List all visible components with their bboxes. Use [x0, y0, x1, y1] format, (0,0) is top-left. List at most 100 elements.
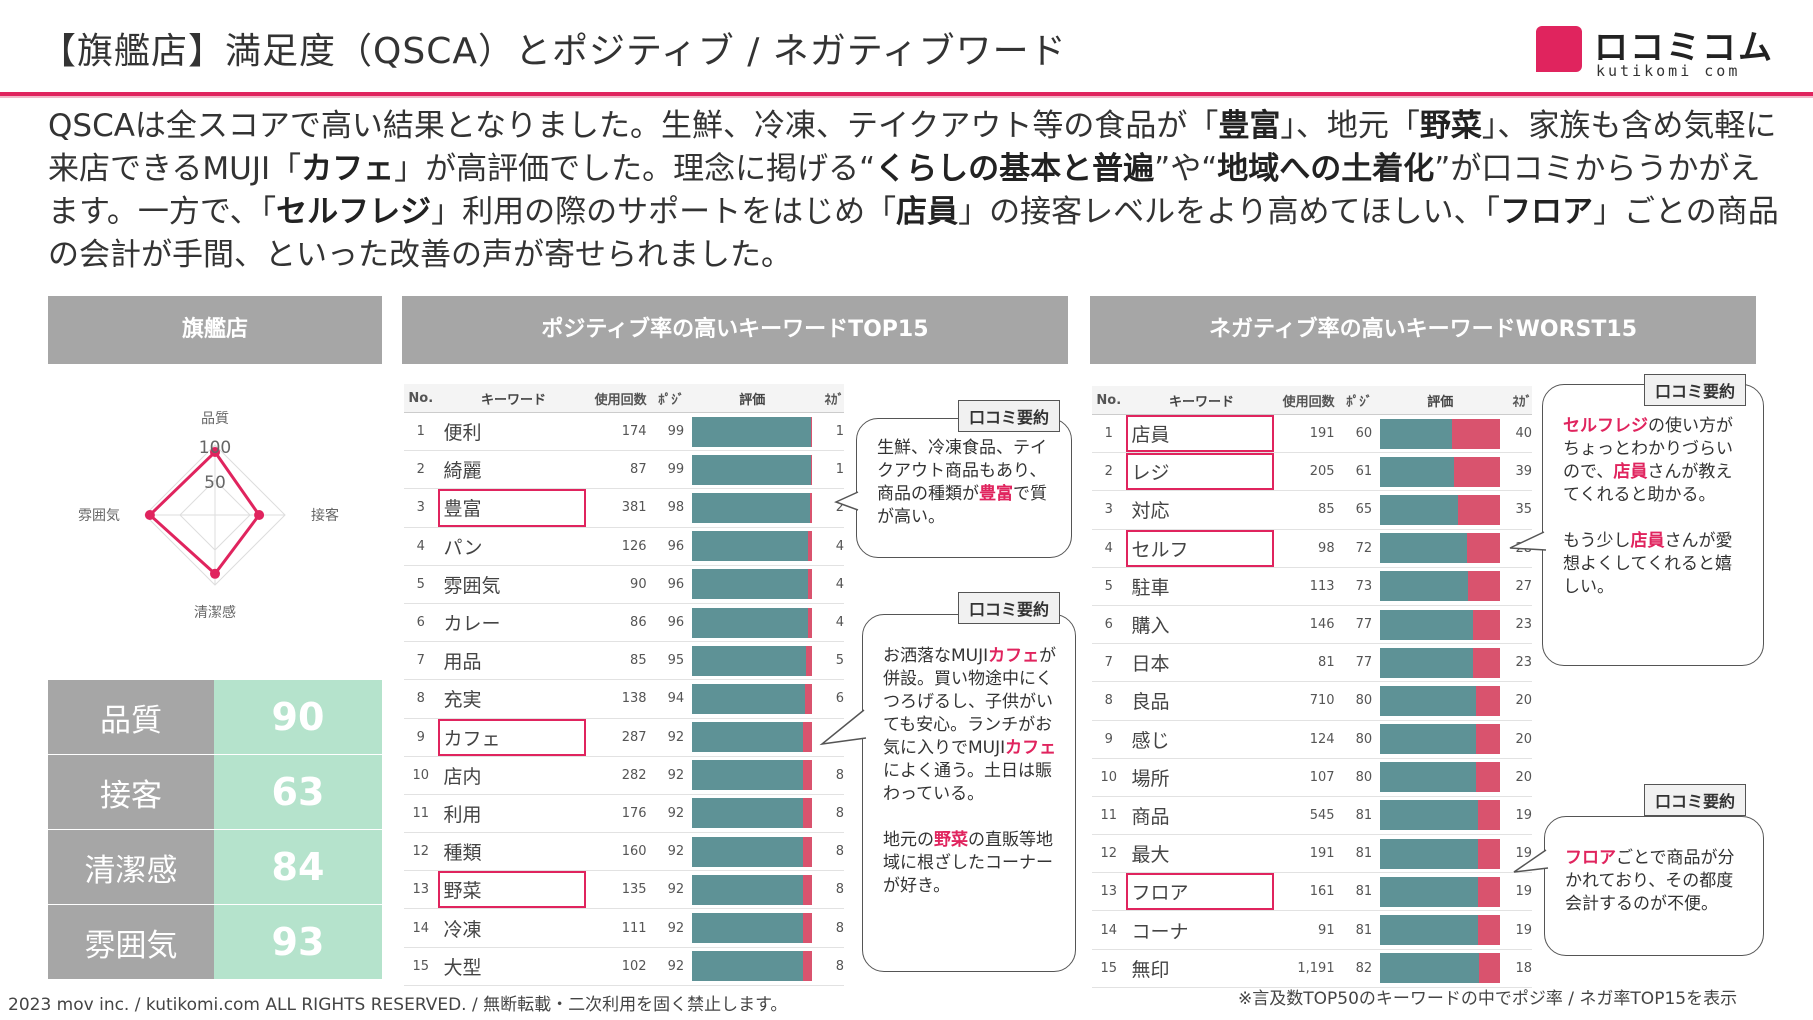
rating-bar-negative [1472, 647, 1501, 678]
negative-rate-cell: 18 [1515, 960, 1533, 976]
bubble-keyword: 豊富 [979, 484, 1013, 504]
summary-run: 」ごとの商品の会計が手間、といった改善の声が寄せられました。 [48, 194, 1779, 273]
rating-bar [1380, 838, 1501, 869]
title-divider-light [0, 96, 1813, 98]
row-number: 12 [1100, 846, 1118, 862]
rating-bar-negative [1472, 609, 1501, 640]
bubble-text: さんが教えてくれると助かる。 [1563, 462, 1733, 505]
review-summary-tag-3: 口コミ要約 [1644, 374, 1747, 406]
logo-name: ロコミコム [1594, 28, 1774, 68]
row-number: 4 [416, 538, 425, 554]
summary-text: QSCAは全スコアで高い結果となりました。生鮮、冷凍、テイクアウト等の食品が「豊… [48, 105, 1788, 277]
row-number: 9 [416, 729, 425, 745]
summary-run: 」、地元「 [1280, 108, 1420, 144]
column-header: ﾎﾟｼﾞ [658, 392, 685, 408]
keyword-cell: 最大 [1131, 844, 1170, 867]
rating-bar-positive [1380, 456, 1454, 487]
rating-bar [1380, 800, 1501, 831]
radar-axis-label: 清潔感 [194, 604, 236, 621]
positive-rate-cell: 77 [1355, 655, 1373, 671]
score-row: 品質 90 [48, 680, 382, 755]
summary-run: 」利用の際のサポートをはじめ「 [431, 194, 897, 230]
table-row: 8 良品 710 80 20 [1092, 682, 1532, 721]
rating-bar-negative [802, 951, 813, 982]
rating-bar-positive [1380, 571, 1468, 602]
count-cell: 111 [621, 920, 647, 936]
rating-bar [692, 760, 813, 791]
count-cell: 126 [621, 538, 647, 554]
table-row: 14 冷凍 111 92 8 [404, 909, 844, 948]
rating-bar-negative [807, 607, 813, 638]
positive-rate-cell: 60 [1355, 426, 1373, 442]
brand-logo[interactable]: ロコミコム kutikomi com [1536, 20, 1786, 80]
rating-bar-negative [1476, 685, 1501, 716]
negative-rate-cell: 19 [1515, 807, 1533, 823]
negative-rate-cell: 23 [1515, 655, 1533, 671]
keyword-cell: 豊富 [443, 498, 482, 521]
keyword-cell: 利用 [443, 803, 482, 826]
row-number: 2 [1104, 464, 1113, 480]
keyword-highlight [1126, 873, 1274, 911]
row-number: 14 [1100, 922, 1118, 938]
negative-rate-cell: 19 [1515, 846, 1533, 862]
summary-run: 」、家族も含め気軽に来店できるMUJI「 [48, 108, 1777, 187]
column-header: キーワード [481, 392, 547, 408]
row-number: 6 [416, 615, 425, 631]
positive-rate-cell: 80 [1355, 693, 1373, 709]
rating-bar [1380, 876, 1501, 907]
score-value: 93 [214, 905, 382, 979]
rating-bar-negative [1466, 533, 1501, 564]
count-cell: 85 [630, 653, 647, 669]
bubble-text: で質が高い。 [877, 484, 1047, 527]
summary-keyword: 店員 [896, 194, 959, 230]
summary-run: 」が高評価でした。理念に掲げる“ [394, 151, 876, 187]
radar-series [147, 449, 261, 577]
negative-rate-cell: 19 [1515, 922, 1533, 938]
positive-rate-cell: 73 [1355, 578, 1373, 594]
count-cell: 90 [630, 576, 647, 592]
radar-point [210, 568, 220, 579]
negative-keyword-table: No. キーワード 使用回数 ﾎﾟｼﾞ 評価 ﾈｶﾞ 1 店員 191 60 40 2 レジ 205 61 3… [1092, 386, 1532, 988]
rating-bar [692, 645, 813, 676]
row-number: 5 [1104, 578, 1113, 594]
column-header: 評価 [1427, 394, 1454, 410]
radar-point [144, 510, 155, 520]
bubble-text: 地元の [883, 830, 934, 850]
bubble-text: さんが愛想よくしてくれると嬉しい。 [1563, 531, 1733, 597]
row-number: 15 [412, 958, 430, 974]
column-header: ﾈｶﾞ [1512, 394, 1533, 410]
rating-bar-negative [1452, 418, 1501, 449]
keyword-cell: 店内 [443, 765, 482, 788]
rating-bar-negative [1477, 800, 1501, 831]
radar-point [210, 447, 220, 457]
row-number: 15 [1100, 960, 1118, 976]
summary-run: ”が口コミからうかがえます。一方で、「 [48, 151, 1761, 230]
rating-bar [1380, 953, 1501, 984]
rating-bar [1380, 418, 1501, 449]
negative-rate-cell: 6 [835, 691, 845, 707]
bubble-text: によく通う。土日は賑わっている。 [883, 761, 1052, 804]
row-number: 7 [416, 653, 425, 669]
column-header: No. [1096, 392, 1122, 408]
rating-bar-positive [1380, 685, 1477, 716]
positive-rate-cell: 77 [1355, 617, 1373, 633]
count-cell: 86 [630, 615, 647, 631]
row-number: 11 [412, 805, 430, 821]
review-summary-bubble-4: フロアごとで商品が分かれており、その都度会計するのが不便。 [1544, 816, 1764, 956]
positive-rate-cell: 99 [667, 462, 685, 478]
rating-bar-positive [692, 569, 808, 600]
row-number: 7 [1104, 655, 1113, 671]
table-row: 4 パン 126 96 4 [404, 528, 844, 566]
table-row: 10 場所 107 80 20 [1092, 759, 1532, 797]
table-row: 9 カフェ 287 92 8 [404, 718, 844, 757]
negative-rate-cell: 8 [835, 882, 845, 898]
score-row: 雰囲気 93 [48, 905, 382, 980]
rating-bar [692, 913, 813, 944]
rating-bar-negative [810, 492, 813, 523]
table-row: 2 綺麗 87 99 1 [404, 451, 844, 490]
rating-bar-positive [692, 454, 812, 485]
score-value: 90 [214, 680, 382, 754]
radar-axis-label: 品質 [201, 411, 229, 427]
keyword-highlight [1126, 415, 1274, 453]
negative-rate-cell: 23 [1515, 617, 1533, 633]
